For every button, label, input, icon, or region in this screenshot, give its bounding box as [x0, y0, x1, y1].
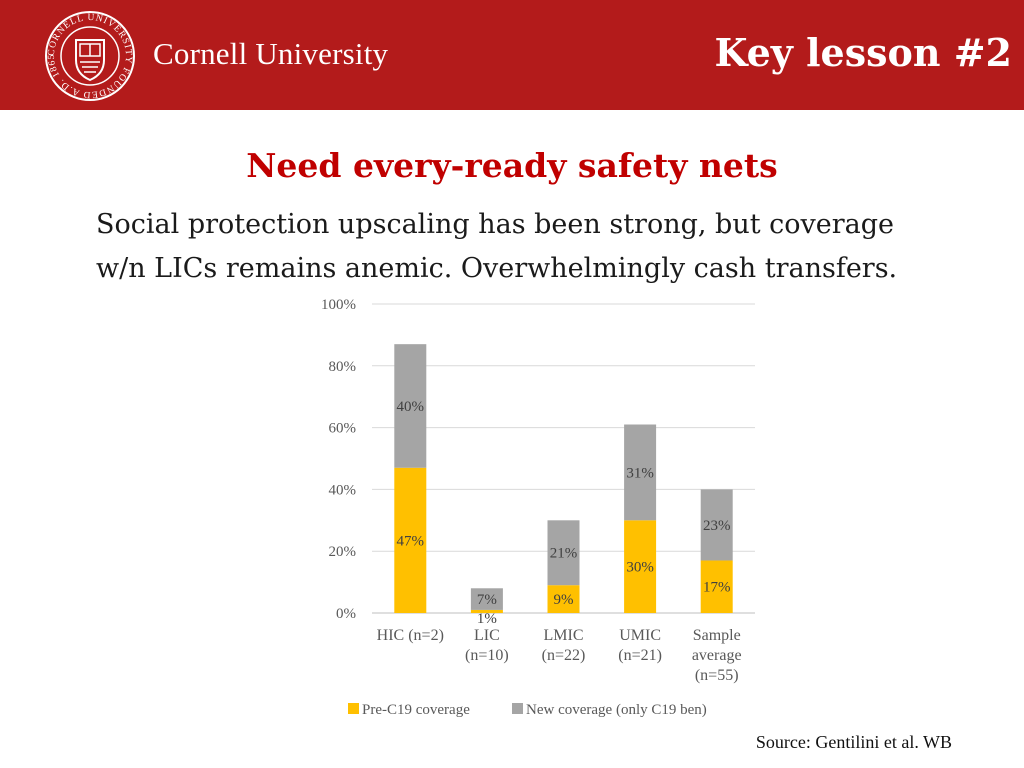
x-tick-label: LIC [474, 627, 500, 644]
data-label: 1% [477, 611, 497, 627]
bar-segment [700, 560, 733, 613]
x-tick-label: (n=55) [695, 667, 739, 684]
data-label: 30% [626, 560, 654, 576]
slide-subtitle: Social protection upscaling has been str… [96, 203, 996, 291]
y-tick-label: 60% [329, 421, 357, 437]
x-tick-label: LMIC [544, 627, 584, 644]
bar-segment [470, 588, 503, 610]
data-label: 7% [477, 592, 497, 608]
legend-swatch [512, 703, 523, 714]
x-tick-label: HIC (n=2) [377, 627, 444, 644]
legend-label: New coverage (only C19 ben) [526, 702, 707, 718]
source-note: Source: Gentilini et al. WB [755, 732, 952, 752]
y-tick-label: 40% [329, 482, 357, 498]
x-tick-label: Sample [693, 627, 741, 644]
y-tick-label: 80% [329, 359, 357, 375]
data-label: 21% [550, 546, 578, 562]
slide-heading: Need every-ready safety nets [246, 146, 778, 185]
subtitle-line-1: Social protection upscaling has been str… [96, 209, 895, 240]
data-label: 47% [397, 533, 425, 549]
data-label: 17% [703, 580, 731, 596]
slide-tag: Key lesson #2 [714, 30, 1012, 75]
data-label: 23% [703, 518, 731, 534]
y-tick-label: 100% [321, 297, 356, 313]
header-banner: CORNELL UNIVERSITY FOUNDED A.D. 1865 Cor… [0, 0, 1024, 110]
data-label: 31% [626, 465, 654, 481]
coverage-chart: 0% 20% 40% 60% 80% 100% 47% 40% HIC (n=2) 1% 7% LIC… [321, 297, 755, 718]
x-tick-label: (n=10) [465, 647, 509, 664]
university-wordmark: Cornell University [153, 36, 389, 71]
bar-segment [470, 609, 503, 613]
bar-segment [624, 424, 657, 521]
bar-segment [700, 489, 733, 561]
bar-segment [394, 344, 427, 468]
bar-segment [624, 520, 657, 613]
x-tick-label: UMIC [619, 627, 661, 644]
x-tick-label: average [692, 647, 742, 664]
data-label: 9% [554, 592, 574, 608]
data-label: 40% [397, 399, 425, 415]
legend-swatch [348, 703, 359, 714]
bar-segment [547, 585, 580, 613]
cornell-seal-icon: CORNELL UNIVERSITY FOUNDED A.D. 1865 [45, 11, 135, 101]
bar-segment [547, 520, 580, 586]
legend-label: Pre-C19 coverage [362, 702, 470, 718]
x-tick-label: (n=21) [618, 647, 662, 664]
bar-segment [394, 467, 427, 613]
subtitle-line-2: w/n LICs remains anemic. Overwhelmingly … [96, 253, 898, 284]
x-tick-label: (n=22) [542, 647, 586, 664]
y-tick-label: 0% [336, 606, 356, 622]
y-tick-label: 20% [329, 544, 357, 560]
